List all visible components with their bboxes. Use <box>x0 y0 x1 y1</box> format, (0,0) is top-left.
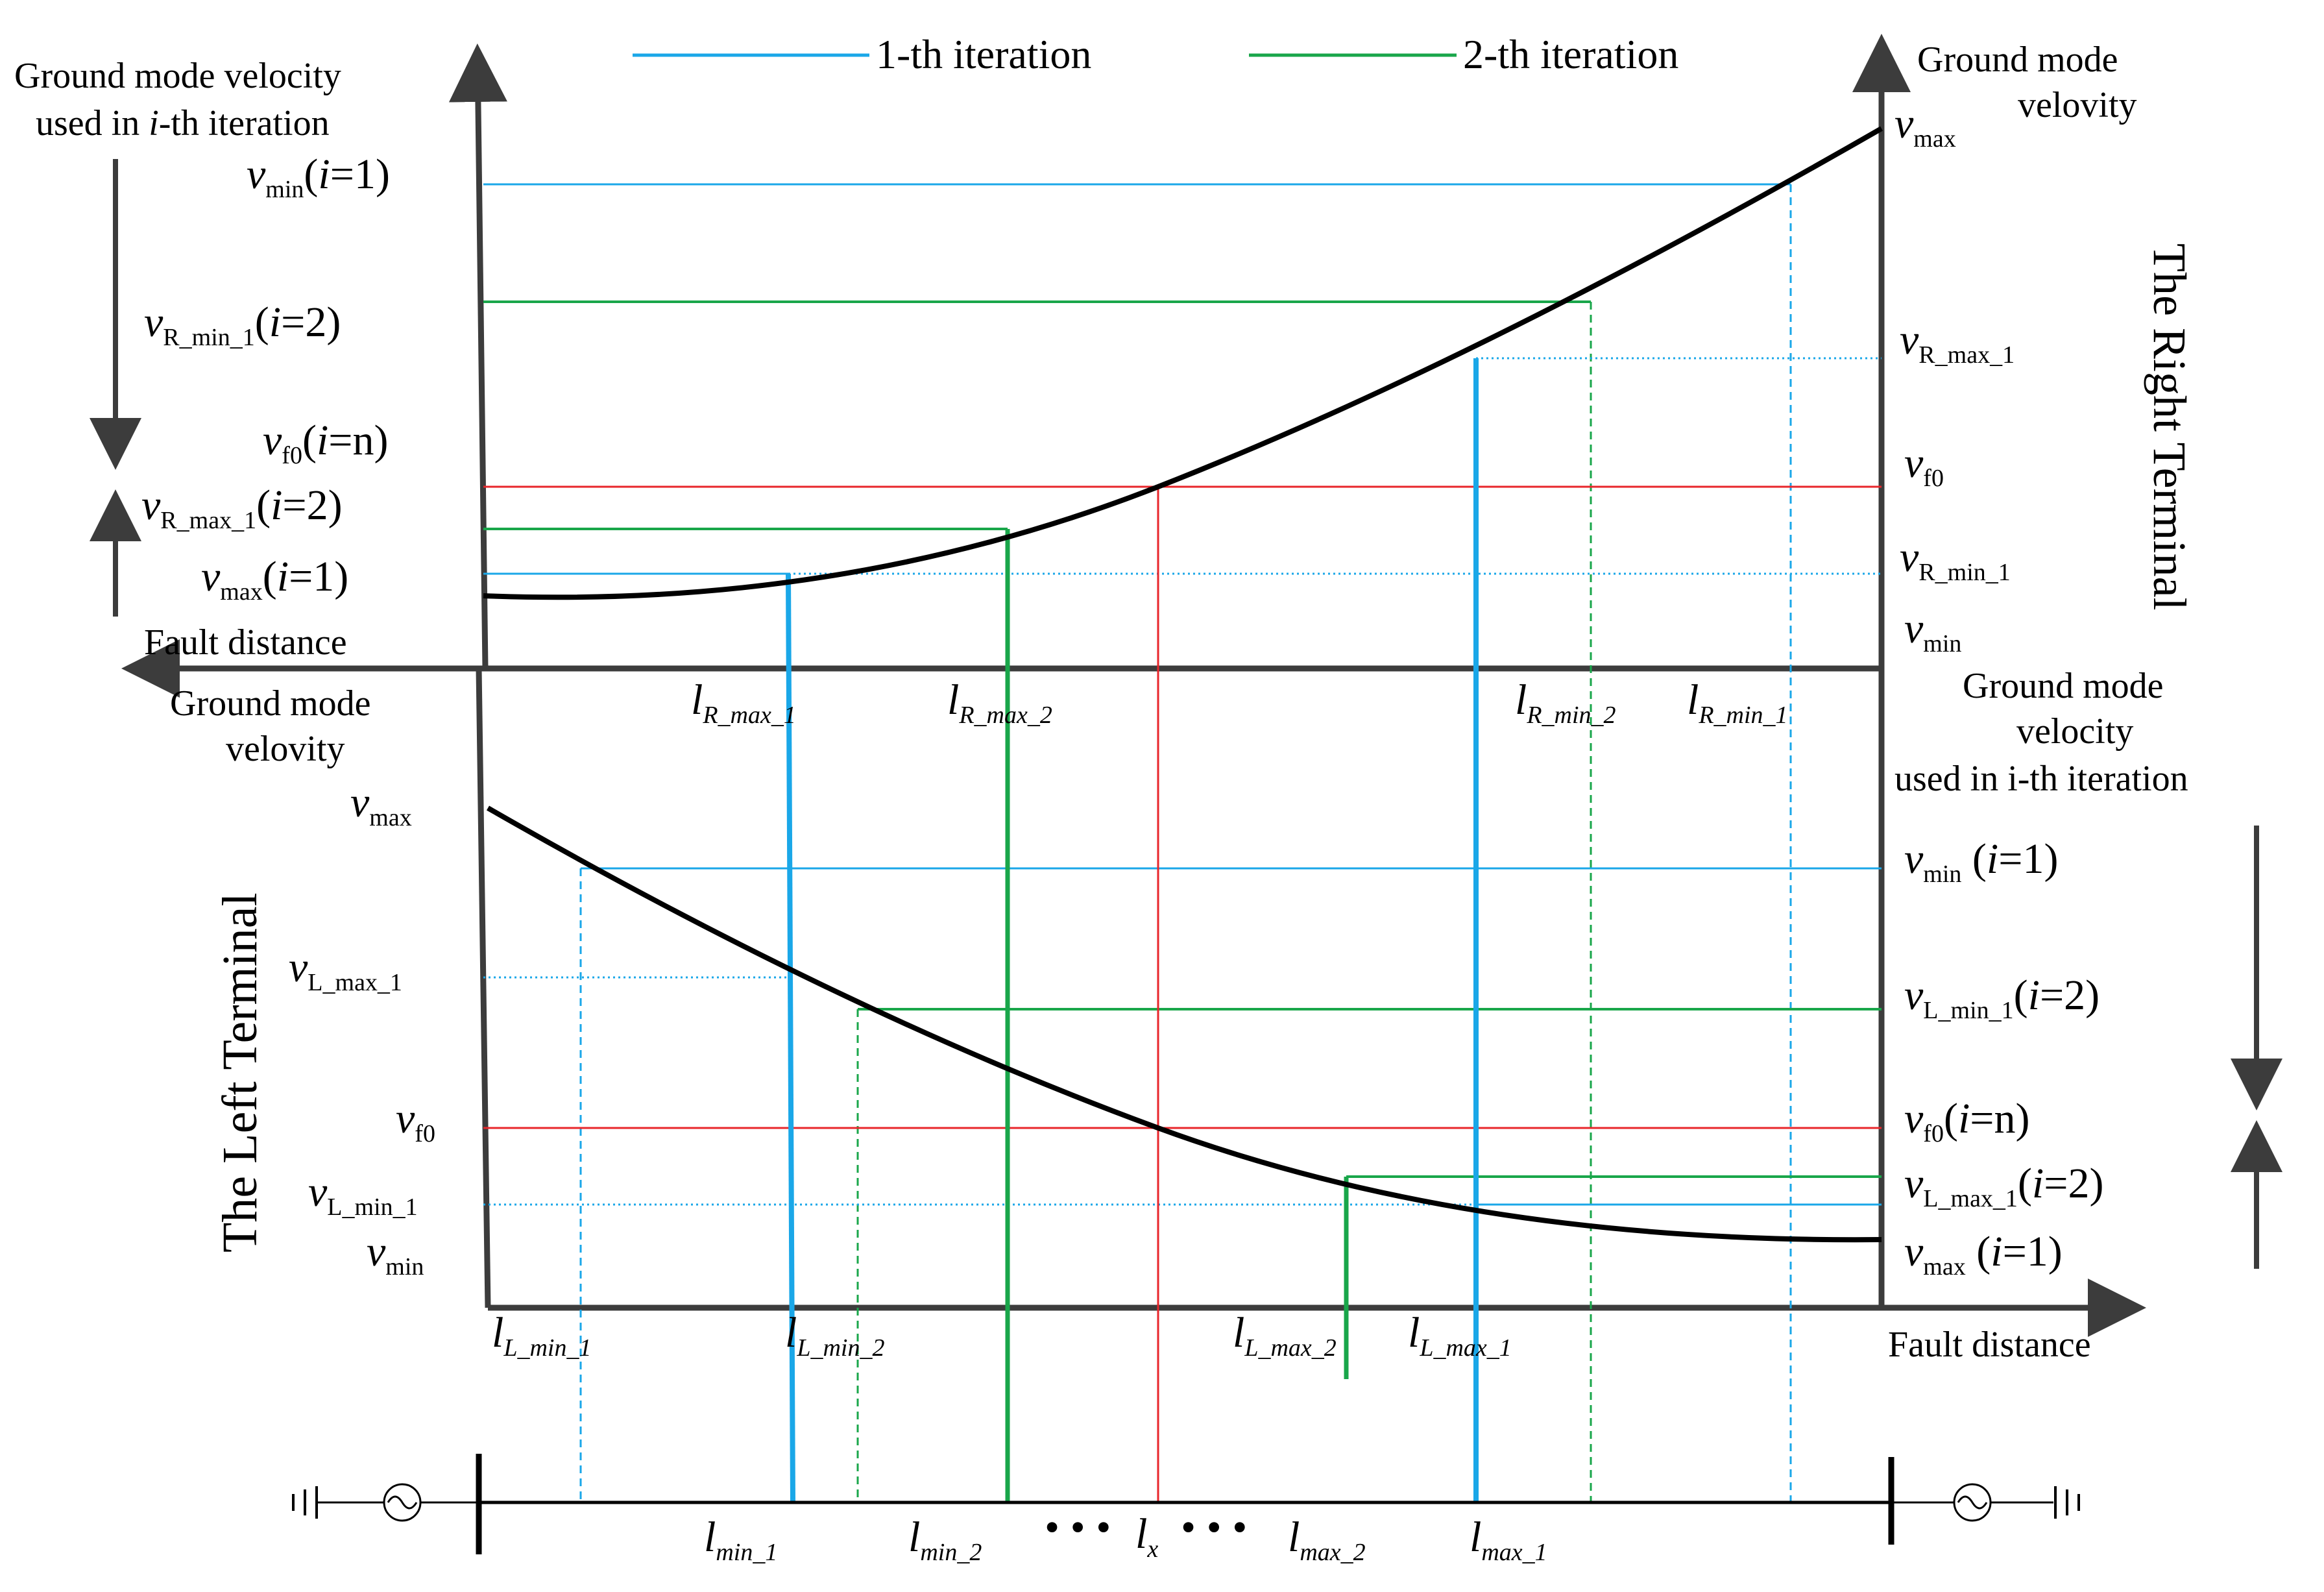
bottom-right-label-vf0-in: vf0(i=n) <box>1904 1095 2029 1147</box>
top-right-title-line1: Ground mode <box>1917 40 2118 80</box>
top-distance-lrmin2: lR_min_2 <box>1515 676 1616 729</box>
bottom-right-label-vlmax1-i2: vL_max_1(i=2) <box>1904 1160 2103 1212</box>
bottom-left-label-vf0: vf0 <box>396 1095 435 1147</box>
line-label-lmax1: lmax_1 <box>1470 1513 1547 1566</box>
bottom-velocity-curve <box>487 805 1882 1243</box>
bottom-left-title: Ground mode velovity <box>170 683 371 769</box>
transmission-line <box>292 1454 2080 1554</box>
right-terminal-label: The Right Terminal <box>2144 243 2196 611</box>
legend-iter2-label: 2-th iteration <box>1463 31 1678 77</box>
top-right-label-vrmax1: vR_max_1 <box>1900 316 2015 369</box>
top-distance-labels: lR_max_1 lR_max_2 lR_min_2 lR_min_1 <box>691 676 1788 729</box>
bottom-left-label-vmax: vmax <box>350 779 412 831</box>
bottom-right-label-vlmin1-i2: vL_min_1(i=2) <box>1904 972 2100 1024</box>
bottom-fault-distance-label: Fault distance <box>1888 1325 2091 1365</box>
top-velocity-curve <box>483 126 1883 600</box>
bottom-distance-llmax2: lL_max_2 <box>1233 1309 1337 1362</box>
line-dots-right: • • • <box>1181 1504 1247 1551</box>
legend-iter1-label: 1-th iteration <box>876 31 1091 77</box>
bottom-right-labels: vmin (i=1) vL_min_1(i=2) vf0(i=n) vL_max… <box>1904 835 2103 1280</box>
top-left-label-vrmin1-i2: vR_min_1(i=2) <box>144 299 341 351</box>
bottom-left-label-vmin: vmin <box>367 1228 424 1280</box>
top-left-title-line2: used in i-th iteration <box>36 103 330 143</box>
bottom-distance-labels: lL_min_1 lL_min_2 lL_max_2 lL_max_1 <box>492 1309 1512 1362</box>
bottom-distance-llmin1: lL_min_1 <box>492 1309 591 1362</box>
top-right-label-vmin: vmin <box>1904 605 1961 657</box>
bottom-left-label-vlmin1: vL_min_1 <box>308 1168 418 1221</box>
bottom-right-title-line1: Ground mode <box>1963 666 2164 706</box>
top-left-label-vmin-i1: vmin(i=1) <box>247 151 390 203</box>
top-right-title-line2: velovity <box>2018 85 2137 125</box>
bottom-distance-llmin2: lL_min_2 <box>785 1309 884 1362</box>
top-right-title: Ground mode velovity <box>1917 40 2137 125</box>
bottom-left-title-line2: velovity <box>226 729 345 769</box>
top-right-label-vrmin1: vR_min_1 <box>1900 533 2011 586</box>
top-left-title: Ground mode velocity used in i-th iterat… <box>14 56 341 143</box>
top-left-labels: vmin(i=1) vR_min_1(i=2) vf0(i=n) vR_max_… <box>141 151 390 606</box>
bottom-left-label-vlmax1: vL_max_1 <box>289 944 402 996</box>
bottom-right-title-line3: used in i-th iteration <box>1894 759 2188 799</box>
bottom-reference-lines <box>483 867 1882 1502</box>
iteration-verticals <box>786 358 1479 1503</box>
bottom-right-title: Ground mode velocity used in i-th iterat… <box>1894 666 2188 799</box>
left-source-wave <box>387 1495 418 1510</box>
top-right-label-vmax: vmax <box>1894 100 1956 153</box>
line-label-lx: lx <box>1135 1510 1158 1563</box>
bottom-right-title-line2: velocity <box>2016 711 2133 752</box>
line-label-lmin2: lmin_2 <box>908 1513 982 1566</box>
top-reference-lines <box>483 183 1882 1502</box>
top-fault-distance-label: Fault distance <box>144 622 347 663</box>
top-left-label-vrmax1-i2: vR_max_1(i=2) <box>141 482 343 534</box>
right-source-wave <box>1957 1495 1988 1510</box>
bottom-left-vertical-axis <box>476 668 491 1308</box>
top-distance-lrmin1: lR_min_1 <box>1687 676 1788 729</box>
left-terminal-label: The Left Terminal <box>213 892 267 1253</box>
top-right-label-vf0: vf0 <box>1904 439 1944 492</box>
top-distance-lrmax2: lR_max_2 <box>947 676 1052 729</box>
line-dots-left: • • • <box>1045 1504 1111 1551</box>
line-label-lmin1: lmin_1 <box>704 1513 777 1566</box>
top-distance-lrmax1: lR_max_1 <box>691 676 796 729</box>
bottom-right-label-vmax-i1: vmax (i=1) <box>1904 1228 2063 1280</box>
bottom-left-labels: vmax vL_max_1 vf0 vL_min_1 vmin <box>289 779 435 1280</box>
bottom-distance-llmax1: lL_max_1 <box>1408 1309 1512 1362</box>
top-left-vertical-axis <box>448 43 507 669</box>
top-left-title-line1: Ground mode velocity <box>14 56 341 96</box>
line-label-lmax2: lmax_2 <box>1288 1513 1366 1566</box>
top-left-label-vf0-in: vf0(i=n) <box>263 417 388 469</box>
top-left-label-vmax-i1: vmax(i=1) <box>201 553 348 606</box>
top-right-labels: vmax vR_max_1 vf0 vR_min_1 vmin <box>1894 100 2015 657</box>
line-position-labels: lmin_1 lmin_2 • • • lx • • • lmax_2 lmax… <box>704 1504 1547 1566</box>
legend: 1-th iteration 2-th iteration <box>633 31 1678 77</box>
bottom-left-title-line1: Ground mode <box>170 683 371 724</box>
bottom-right-label-vmin-i1: vmin (i=1) <box>1904 835 2058 888</box>
lmin1-vertical <box>786 573 795 1503</box>
